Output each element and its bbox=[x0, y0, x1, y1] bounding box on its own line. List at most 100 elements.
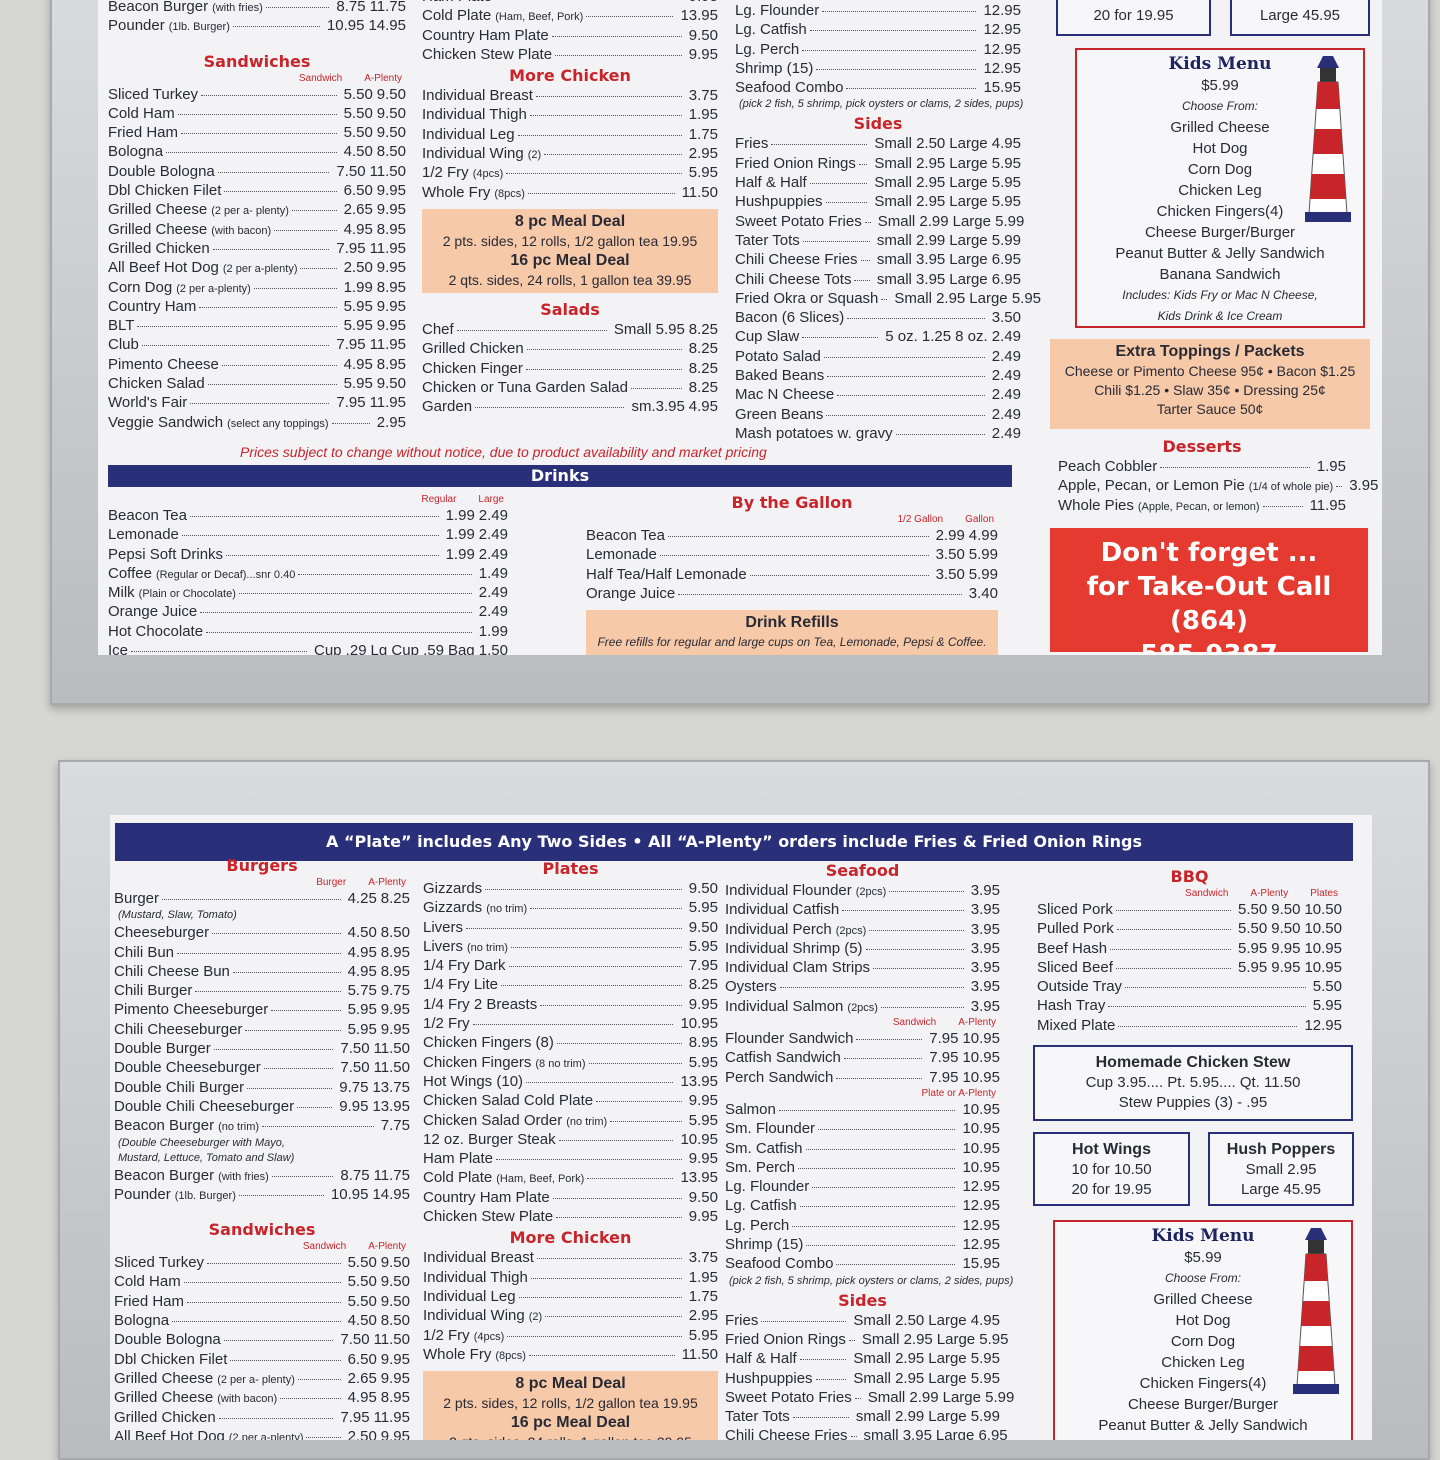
dotted-leader bbox=[843, 1058, 923, 1060]
hot-wings-box: Hot Wings 10 for 10.50 20 for 19.95 bbox=[1033, 1132, 1190, 1206]
item-price: 11.95 bbox=[369, 239, 406, 257]
item-price: Small 2.95 bbox=[874, 154, 946, 172]
item-name: Double Bologna bbox=[114, 1331, 221, 1349]
item-price: 5.50 bbox=[1238, 920, 1268, 938]
item-name: Beacon Burger bbox=[108, 0, 209, 15]
item-price: 3.95 bbox=[970, 978, 1000, 996]
menu-item: Shrimp (15) 12.95 bbox=[735, 60, 1021, 79]
dotted-leader bbox=[1108, 1006, 1306, 1008]
box-line: 16 pc Meal Deal bbox=[510, 251, 630, 269]
item-name: Flounder Sandwich bbox=[725, 1030, 854, 1048]
item-name: Chicken or Tuna Garden Salad bbox=[422, 378, 628, 396]
item-name: Pulled Pork bbox=[1037, 920, 1114, 938]
dotted-leader bbox=[485, 889, 682, 890]
dotted-leader bbox=[802, 337, 879, 339]
box-line: 16 pc Meal Deal bbox=[510, 1414, 631, 1432]
dotted-leader bbox=[207, 384, 337, 386]
menu-item: Lg. Perch 12.95 bbox=[725, 1217, 1000, 1236]
meal-deal-box: Drink Refills Free refills for regular an… bbox=[586, 610, 998, 655]
section-heading: Sandwiches bbox=[208, 1220, 316, 1240]
item-name: Dbl Chicken Filet bbox=[108, 182, 222, 200]
item-price: 5.95 bbox=[1238, 958, 1268, 976]
item-price: 1.95 bbox=[688, 106, 718, 124]
dotted-leader bbox=[187, 1301, 341, 1303]
price-column-headers: Sandwich A-Plenty bbox=[108, 73, 406, 86]
dotted-leader bbox=[556, 1043, 682, 1045]
item-name: Hushpuppies bbox=[725, 1369, 813, 1387]
dotted-leader bbox=[761, 1320, 847, 1322]
item-note: (8 no trim) bbox=[535, 1057, 586, 1070]
kids-menu-box: Kids Menu $5.99 Choose From: Grilled Cheese… bbox=[1075, 48, 1365, 328]
dotted-leader bbox=[280, 1398, 341, 1400]
item-name: Fries bbox=[725, 1311, 759, 1329]
dotted-leader bbox=[865, 948, 964, 950]
item-price: 5.95 bbox=[688, 1053, 718, 1071]
item-price: 14.95 bbox=[372, 1185, 410, 1203]
item-name: Ham Plate bbox=[423, 1150, 494, 1168]
item-price: 8.25 bbox=[688, 340, 718, 358]
item-price: 2.50 bbox=[347, 1427, 377, 1440]
item-price: Large 5.95 bbox=[936, 1330, 1009, 1348]
menu-item: Dbl Chicken Filet 6.50 9.95 bbox=[114, 1351, 410, 1370]
menu-item: Lg. Flounder 12.95 bbox=[735, 2, 1021, 21]
item-price: 10.95 bbox=[1304, 958, 1342, 976]
item-name: Apple, Pecan, or Lemon Pie bbox=[1058, 477, 1245, 495]
item-price: 2.49 bbox=[991, 347, 1021, 365]
item-price: Large 5.99 bbox=[949, 231, 1021, 249]
dotted-leader bbox=[306, 1436, 341, 1438]
item-price: Small 2.95 bbox=[894, 289, 966, 307]
dotted-leader bbox=[207, 1263, 341, 1265]
item-price: 6.50 bbox=[343, 182, 373, 200]
menu-item: Cheeseburger 4.50 8.50 bbox=[114, 924, 410, 943]
item-price: 12.95 bbox=[983, 2, 1021, 19]
item-name: Grilled Cheese bbox=[114, 1389, 214, 1407]
item-name: All Beef Hot Dog bbox=[108, 259, 219, 277]
item-price: 7.95 bbox=[340, 1408, 370, 1426]
item-price: 7.95 bbox=[688, 957, 718, 975]
dotted-leader bbox=[141, 345, 330, 347]
item-price: 9.95 bbox=[688, 1092, 718, 1110]
menu-item: Double Burger 7.50 11.50 bbox=[114, 1040, 410, 1059]
menu-item: Chicken Salad Cold Plate 9.95 bbox=[423, 1092, 718, 1111]
item-note: (2) bbox=[527, 149, 542, 162]
item-name: All Beef Hot Dog bbox=[114, 1427, 225, 1440]
item-price: 5.95 bbox=[1312, 997, 1342, 1015]
item-name: Individual Perch bbox=[725, 920, 832, 938]
item-name: Cheeseburger bbox=[114, 924, 210, 942]
item-note: (4pcs) bbox=[472, 168, 504, 181]
dotted-leader bbox=[223, 1340, 334, 1342]
dotted-leader bbox=[799, 1359, 847, 1361]
item-price: 4.95 bbox=[688, 398, 718, 416]
section-heading: Salads bbox=[540, 299, 600, 319]
item-price: 5.50 bbox=[347, 1292, 377, 1310]
dotted-leader bbox=[510, 946, 682, 948]
item-price: 2.49 bbox=[991, 386, 1021, 404]
menu-item: Beacon Burger (no trim) 7.75 bbox=[114, 1117, 410, 1136]
item-price: 12.95 bbox=[983, 40, 1021, 58]
item-name: Chicken Salad Order bbox=[423, 1111, 563, 1129]
hush-poppers-box: Hush Poppers Small 2.95 Large 45.95 bbox=[1208, 1132, 1354, 1206]
item-price: 2.49 bbox=[478, 507, 508, 524]
menu-item: Orange Juice 3.40 bbox=[586, 585, 998, 604]
item-price: 5.95 bbox=[688, 164, 718, 182]
dotted-leader bbox=[298, 573, 472, 575]
menu-item: Chili Cheese Bun 4.95 8.95 bbox=[114, 963, 410, 982]
item-name: Shrimp (15) bbox=[725, 1236, 804, 1254]
dotted-leader bbox=[530, 1277, 682, 1279]
item-price: 13.95 bbox=[372, 1097, 410, 1115]
section-heading: By the Gallon bbox=[731, 493, 853, 512]
item-price: 1.99 bbox=[445, 526, 475, 544]
menu-item: 12 oz. Burger Steak 10.95 bbox=[423, 1131, 718, 1150]
top-menu-paper: Beacon Burger (with fries) 8.75 11.75 Pounde… bbox=[98, 0, 1382, 655]
menu-item: Tater Tots small 2.99 Large 5.99 bbox=[725, 1408, 1000, 1427]
item-price: 4.95 bbox=[347, 962, 377, 980]
dotted-leader bbox=[226, 554, 439, 556]
item-price: 11.95 bbox=[1309, 496, 1346, 514]
item-name: Fried Okra or Squash bbox=[735, 289, 879, 307]
item-name: Individual Wing bbox=[423, 1307, 525, 1325]
dotted-leader bbox=[556, 1217, 682, 1219]
menu-item: Half & Half Small 2.95 Large 5.95 bbox=[725, 1350, 1000, 1369]
item-name: Chicken Finger bbox=[422, 359, 523, 377]
item-price: 7.95 bbox=[929, 1030, 959, 1048]
item-name: Chili Cheeseburger bbox=[114, 1020, 243, 1038]
